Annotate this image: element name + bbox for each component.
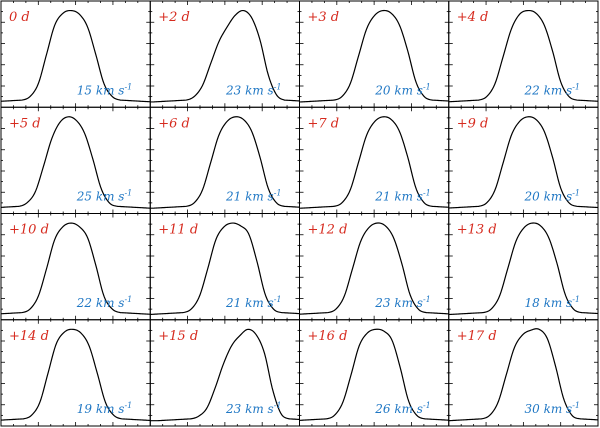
panel: +12 d 23 km s-1 — [299, 213, 450, 321]
velocity-value: 30 km s — [524, 402, 572, 416]
line-profile — [0, 9, 151, 103]
line-profile — [448, 328, 599, 422]
panel: 0 d 15 km s-1 — [0, 0, 151, 108]
unit-exponent: -1 — [572, 401, 580, 410]
velocity-label: 19 km s-1 — [77, 401, 133, 416]
unit-exponent: -1 — [572, 189, 580, 198]
velocity-value: 21 km s — [225, 296, 274, 310]
epoch-label: +7 d — [308, 116, 340, 131]
line-profile — [0, 116, 151, 209]
epoch-label: +15 d — [158, 329, 198, 344]
panel: +13 d 18 km s-1 — [448, 213, 599, 321]
epoch-label: +2 d — [158, 10, 190, 25]
epoch-label: 0 d — [9, 10, 30, 25]
velocity-value: 21 km s — [225, 190, 274, 204]
panel: +5 d 25 km s-1 — [0, 106, 151, 214]
panel: +14 d 19 km s-1 — [0, 319, 151, 427]
epoch-label: +4 d — [457, 10, 489, 25]
line-profile — [150, 222, 300, 316]
velocity-value: 23 km s — [374, 296, 423, 310]
unit-exponent: -1 — [124, 401, 132, 410]
epoch-label: +12 d — [308, 223, 348, 238]
unit-exponent: -1 — [572, 82, 580, 91]
line-profile — [299, 222, 449, 315]
velocity-value: 22 km s — [76, 296, 125, 310]
epoch-label: +9 d — [457, 116, 489, 131]
velocity-label: 26 km s-1 — [374, 401, 431, 416]
velocity-value: 15 km s — [77, 83, 125, 97]
epoch-label: +16 d — [308, 329, 348, 344]
epoch-label: +10 d — [9, 223, 49, 238]
velocity-label: 21 km s-1 — [374, 189, 431, 204]
unit-exponent: -1 — [124, 295, 132, 304]
velocity-value: 19 km s — [77, 402, 125, 416]
line-profile — [448, 222, 599, 316]
epoch-label: +13 d — [457, 223, 497, 238]
panel: +10 d 22 km s-1 — [0, 213, 151, 321]
line-profile — [150, 9, 300, 103]
velocity-label: 23 km s-1 — [374, 295, 431, 310]
unit-exponent: -1 — [274, 295, 282, 304]
velocity-label: 30 km s-1 — [524, 401, 580, 416]
unit-exponent: -1 — [423, 401, 431, 410]
velocity-label: 22 km s-1 — [523, 82, 580, 97]
velocity-label: 18 km s-1 — [524, 295, 580, 310]
line-profile — [0, 328, 151, 422]
velocity-label: 21 km s-1 — [225, 189, 282, 204]
line-profile — [448, 9, 599, 103]
epoch-label: +14 d — [9, 329, 49, 344]
velocity-value: 21 km s — [374, 190, 423, 204]
line-profile — [448, 116, 599, 209]
panel: +11 d 21 km s-1 — [149, 213, 300, 321]
velocity-value: 22 km s — [523, 83, 572, 97]
panel: +2 d 23 km s-1 — [149, 0, 300, 108]
epoch-label: +5 d — [9, 116, 41, 131]
epoch-label: +17 d — [457, 329, 497, 344]
velocity-value: 23 km s — [225, 83, 274, 97]
panel: +4 d 22 km s-1 — [448, 0, 599, 108]
line-profile — [150, 116, 300, 209]
unit-exponent: -1 — [423, 82, 431, 91]
velocity-value: 18 km s — [524, 296, 572, 310]
line-profile — [0, 222, 151, 315]
velocity-value: 20 km s — [374, 83, 423, 97]
panel: +7 d 21 km s-1 — [299, 106, 450, 214]
line-profile — [299, 328, 449, 421]
unit-exponent: -1 — [274, 189, 282, 198]
velocity-label: 22 km s-1 — [76, 295, 133, 310]
line-profile — [150, 328, 300, 422]
panel: +9 d 20 km s-1 — [448, 106, 599, 214]
velocity-label: 23 km s-1 — [225, 401, 282, 416]
panel: +3 d 20 km s-1 — [299, 0, 450, 108]
panel: +16 d 26 km s-1 — [299, 319, 450, 427]
velocity-value: 23 km s — [225, 402, 274, 416]
velocity-label: 23 km s-1 — [225, 82, 282, 97]
velocity-value: 25 km s — [76, 190, 125, 204]
unit-exponent: -1 — [124, 189, 132, 198]
velocity-label: 15 km s-1 — [77, 82, 133, 97]
line-profile — [299, 9, 449, 103]
epoch-label: +11 d — [158, 223, 198, 238]
velocity-value: 20 km s — [523, 190, 572, 204]
unit-exponent: -1 — [423, 189, 431, 198]
unit-exponent: -1 — [274, 82, 282, 91]
unit-exponent: -1 — [274, 401, 282, 410]
unit-exponent: -1 — [423, 295, 431, 304]
unit-exponent: -1 — [572, 295, 580, 304]
velocity-label: 21 km s-1 — [225, 295, 282, 310]
velocity-label: 20 km s-1 — [523, 189, 580, 204]
panel: +17 d 30 km s-1 — [448, 319, 599, 427]
velocity-label: 20 km s-1 — [374, 82, 431, 97]
epoch-label: +3 d — [308, 10, 340, 25]
velocity-label: 25 km s-1 — [76, 189, 133, 204]
epoch-label: +6 d — [158, 116, 190, 131]
velocity-value: 26 km s — [374, 402, 423, 416]
panel: +15 d 23 km s-1 — [149, 319, 300, 427]
unit-exponent: -1 — [124, 82, 132, 91]
panel: +6 d 21 km s-1 — [149, 106, 300, 214]
line-profile — [299, 116, 449, 209]
